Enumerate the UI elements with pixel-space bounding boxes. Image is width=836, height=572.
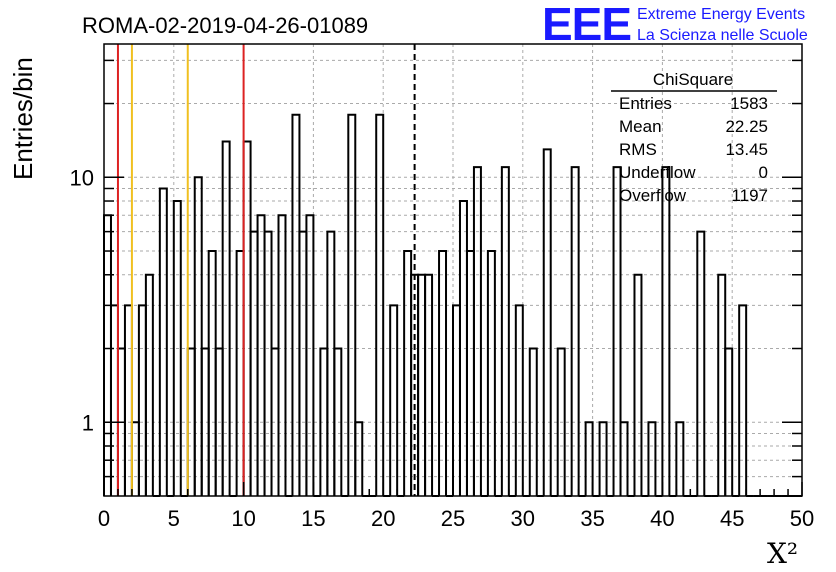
histogram-bin	[661, 166, 671, 496]
histogram-bin	[717, 273, 727, 496]
histogram-bin	[556, 347, 566, 496]
histogram-bin	[452, 304, 461, 496]
x-tick-label: 30	[511, 506, 535, 531]
x-tick-label: 40	[650, 506, 674, 531]
stats-value: 1197	[731, 186, 768, 205]
x-tick-label: 0	[98, 506, 110, 531]
histogram-bin	[598, 421, 608, 496]
histogram-bin	[256, 214, 266, 496]
histogram-bin	[242, 140, 252, 496]
stats-label: RMS	[619, 140, 657, 159]
histogram-bin	[438, 250, 448, 496]
logo-mark: EEE	[542, 0, 631, 50]
histogram-bin	[403, 250, 413, 496]
marker-lines-layer	[116, 44, 416, 496]
histogram-bin	[277, 214, 287, 496]
histogram-bin	[612, 166, 622, 496]
stats-rows: Entries 1583 Mean 22.25 RMS 13.45 Underflow 0 Ov…	[619, 94, 768, 205]
histogram-bin	[144, 273, 154, 496]
stats-box: ChiSquare Entries 1583 Mean 22.25 RMS 13.45 Un…	[611, 70, 777, 205]
histogram-bin	[137, 304, 147, 496]
histogram-bin	[298, 230, 308, 496]
histogram-bin	[542, 148, 552, 496]
histogram-bin	[647, 421, 657, 496]
ticks-layer: 0 5 10 15 20 25 30 35 40 45 50 1 10	[70, 59, 814, 531]
x-tick-label: 45	[720, 506, 744, 531]
histogram-bin	[263, 230, 273, 496]
histogram-bin	[417, 273, 427, 496]
stats-value: 13.45	[725, 140, 768, 159]
chart-title: ROMA-02-2019-04-26-01089	[82, 13, 368, 38]
x-tick-label: 35	[580, 506, 604, 531]
histogram-bin	[389, 304, 399, 496]
histogram-bin	[619, 421, 629, 496]
y-tick-label: 1	[82, 410, 94, 435]
histogram-bin	[354, 421, 364, 496]
stats-value: 1583	[730, 94, 768, 113]
stats-label: Underflow	[619, 163, 696, 182]
histogram-bin	[123, 304, 133, 496]
histogram-bin	[158, 187, 168, 496]
x-tick-label: 50	[790, 506, 814, 531]
stats-value: 22.25	[725, 117, 768, 136]
histogram-bin	[584, 421, 594, 496]
histogram-bin	[193, 176, 203, 496]
y-tick-label: 10	[70, 165, 94, 190]
logo-line-2: La Scienza nelle Scuole	[637, 27, 808, 44]
histogram-bin	[570, 166, 580, 496]
histogram-bin	[675, 421, 685, 496]
stats-label: Overflow	[619, 186, 687, 205]
histogram-bin	[172, 200, 182, 496]
x-tick-label: 15	[301, 506, 325, 531]
histogram-bin	[305, 214, 315, 496]
stats-label: Entries	[619, 94, 672, 113]
histogram-bin	[472, 166, 482, 496]
histogram-bin	[465, 250, 475, 496]
histogram-bin	[207, 250, 217, 496]
histogram-bin	[633, 273, 643, 496]
histogram-bin	[514, 304, 524, 496]
histogram-bin	[738, 304, 748, 496]
logo-line-1: Extreme Energy Events	[637, 6, 805, 23]
histogram-bin	[235, 250, 245, 496]
histogram-bin	[375, 113, 385, 496]
histogram-bin	[249, 230, 259, 496]
histogram-bin	[326, 230, 336, 496]
histogram-bin	[109, 304, 119, 496]
histogram-bin	[528, 347, 538, 496]
histogram-bin	[424, 273, 434, 496]
histogram-bin	[333, 347, 343, 496]
x-tick-label: 20	[371, 506, 395, 531]
stats-value: 0	[759, 163, 768, 182]
x-tick-label: 5	[168, 506, 180, 531]
histogram-bin	[103, 214, 112, 496]
x-tick-label: 25	[441, 506, 465, 531]
histogram-bin	[486, 250, 496, 496]
stats-label: Mean	[619, 117, 662, 136]
histogram-bin	[724, 347, 734, 496]
x-tick-label: 10	[231, 506, 255, 531]
histogram-bin	[221, 140, 231, 496]
histogram-bin	[500, 166, 510, 496]
y-axis-label: Entries/bin	[8, 57, 38, 180]
x-axis-label: X²	[767, 537, 798, 570]
histogram-bin	[347, 113, 357, 496]
histogram-bin	[696, 230, 706, 496]
stats-title: ChiSquare	[653, 70, 733, 89]
